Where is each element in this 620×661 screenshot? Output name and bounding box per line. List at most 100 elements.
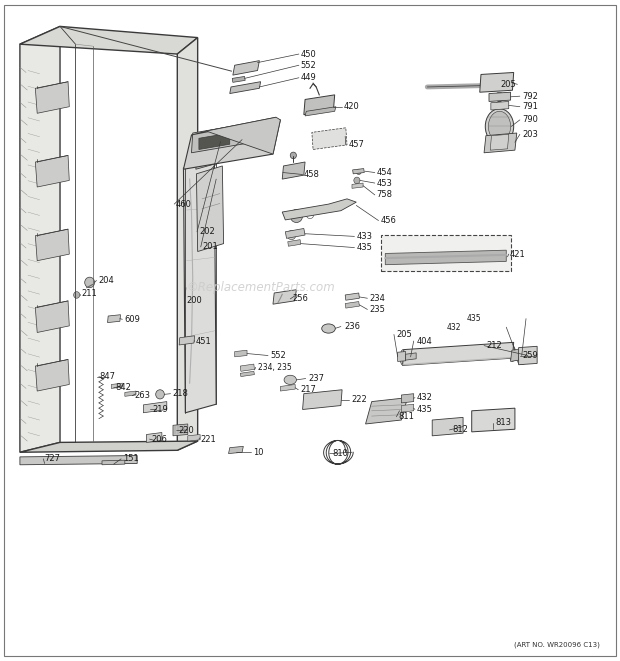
Text: 211: 211 bbox=[82, 289, 97, 298]
Polygon shape bbox=[345, 293, 360, 300]
Text: 237: 237 bbox=[308, 374, 324, 383]
Text: 234, 235: 234, 235 bbox=[258, 363, 292, 372]
Circle shape bbox=[356, 169, 361, 175]
Text: 420: 420 bbox=[344, 102, 360, 111]
Text: 810: 810 bbox=[332, 449, 348, 458]
Text: 552: 552 bbox=[270, 351, 286, 360]
Circle shape bbox=[204, 149, 209, 154]
Polygon shape bbox=[35, 229, 69, 260]
Polygon shape bbox=[107, 315, 120, 323]
Text: 222: 222 bbox=[352, 395, 367, 404]
Ellipse shape bbox=[510, 346, 516, 362]
Circle shape bbox=[156, 390, 164, 399]
Text: 435: 435 bbox=[417, 405, 433, 414]
Text: 203: 203 bbox=[522, 130, 538, 139]
Polygon shape bbox=[125, 391, 136, 397]
Polygon shape bbox=[401, 405, 414, 412]
Polygon shape bbox=[196, 133, 229, 169]
Polygon shape bbox=[489, 93, 511, 101]
Polygon shape bbox=[484, 133, 516, 153]
Polygon shape bbox=[303, 390, 342, 409]
Text: 151: 151 bbox=[123, 454, 139, 463]
Text: 205: 205 bbox=[396, 330, 412, 339]
Polygon shape bbox=[146, 432, 162, 442]
Ellipse shape bbox=[284, 375, 296, 385]
Text: 220: 220 bbox=[179, 426, 194, 435]
Polygon shape bbox=[366, 398, 407, 424]
Text: 727: 727 bbox=[45, 454, 61, 463]
Polygon shape bbox=[20, 455, 137, 465]
Ellipse shape bbox=[400, 350, 406, 366]
Text: 432: 432 bbox=[417, 393, 433, 402]
Text: (ART NO. WR20096 C13): (ART NO. WR20096 C13) bbox=[514, 642, 600, 648]
Text: 263: 263 bbox=[134, 391, 150, 400]
Polygon shape bbox=[188, 434, 200, 441]
Circle shape bbox=[287, 231, 296, 240]
Circle shape bbox=[85, 277, 95, 288]
Text: 206: 206 bbox=[151, 434, 167, 444]
Polygon shape bbox=[206, 117, 280, 154]
Text: 10: 10 bbox=[252, 447, 263, 457]
Polygon shape bbox=[20, 26, 60, 452]
Circle shape bbox=[517, 356, 526, 365]
Polygon shape bbox=[491, 101, 509, 110]
Text: 200: 200 bbox=[187, 296, 202, 305]
Polygon shape bbox=[304, 95, 335, 114]
Polygon shape bbox=[143, 402, 167, 412]
Circle shape bbox=[215, 147, 220, 152]
Text: 256: 256 bbox=[293, 294, 309, 303]
Polygon shape bbox=[288, 240, 301, 247]
Text: 453: 453 bbox=[377, 178, 392, 188]
Polygon shape bbox=[20, 26, 198, 54]
Text: 432: 432 bbox=[447, 323, 461, 332]
Text: 205: 205 bbox=[500, 80, 516, 89]
Text: ©ReplacementParts.com: ©ReplacementParts.com bbox=[186, 281, 335, 294]
Polygon shape bbox=[235, 350, 247, 357]
Text: 404: 404 bbox=[416, 336, 432, 346]
Text: 451: 451 bbox=[196, 336, 211, 346]
Polygon shape bbox=[184, 120, 280, 169]
Text: 456: 456 bbox=[381, 216, 397, 225]
Polygon shape bbox=[312, 128, 347, 149]
Circle shape bbox=[495, 93, 504, 101]
Polygon shape bbox=[305, 106, 336, 116]
Polygon shape bbox=[280, 385, 295, 391]
Polygon shape bbox=[273, 290, 296, 304]
Ellipse shape bbox=[485, 108, 514, 144]
Text: 758: 758 bbox=[377, 190, 392, 200]
Text: 217: 217 bbox=[301, 385, 317, 394]
Polygon shape bbox=[197, 166, 224, 252]
Polygon shape bbox=[480, 73, 514, 93]
Polygon shape bbox=[397, 352, 405, 362]
Text: 219: 219 bbox=[152, 405, 168, 414]
Polygon shape bbox=[177, 38, 198, 450]
Polygon shape bbox=[352, 183, 363, 188]
Circle shape bbox=[510, 350, 520, 361]
Text: 202: 202 bbox=[199, 227, 215, 236]
Polygon shape bbox=[184, 159, 216, 412]
Polygon shape bbox=[402, 342, 514, 366]
Polygon shape bbox=[20, 441, 198, 452]
Circle shape bbox=[74, 292, 80, 298]
Text: 204: 204 bbox=[99, 276, 114, 285]
Polygon shape bbox=[111, 383, 122, 389]
Text: 458: 458 bbox=[304, 170, 320, 179]
Polygon shape bbox=[385, 251, 507, 264]
Text: 435: 435 bbox=[357, 243, 373, 252]
Text: 457: 457 bbox=[348, 140, 364, 149]
Text: 790: 790 bbox=[522, 116, 538, 124]
Circle shape bbox=[495, 252, 505, 262]
Polygon shape bbox=[353, 169, 365, 174]
Text: 421: 421 bbox=[510, 250, 525, 258]
Ellipse shape bbox=[489, 111, 511, 141]
Circle shape bbox=[206, 216, 214, 224]
Polygon shape bbox=[173, 424, 188, 436]
Text: 813: 813 bbox=[495, 418, 511, 427]
Text: 201: 201 bbox=[203, 243, 218, 251]
Circle shape bbox=[354, 177, 360, 184]
Text: 609: 609 bbox=[124, 315, 140, 324]
Polygon shape bbox=[241, 371, 254, 377]
Polygon shape bbox=[192, 121, 262, 153]
Text: 450: 450 bbox=[301, 50, 316, 59]
Polygon shape bbox=[199, 133, 230, 149]
